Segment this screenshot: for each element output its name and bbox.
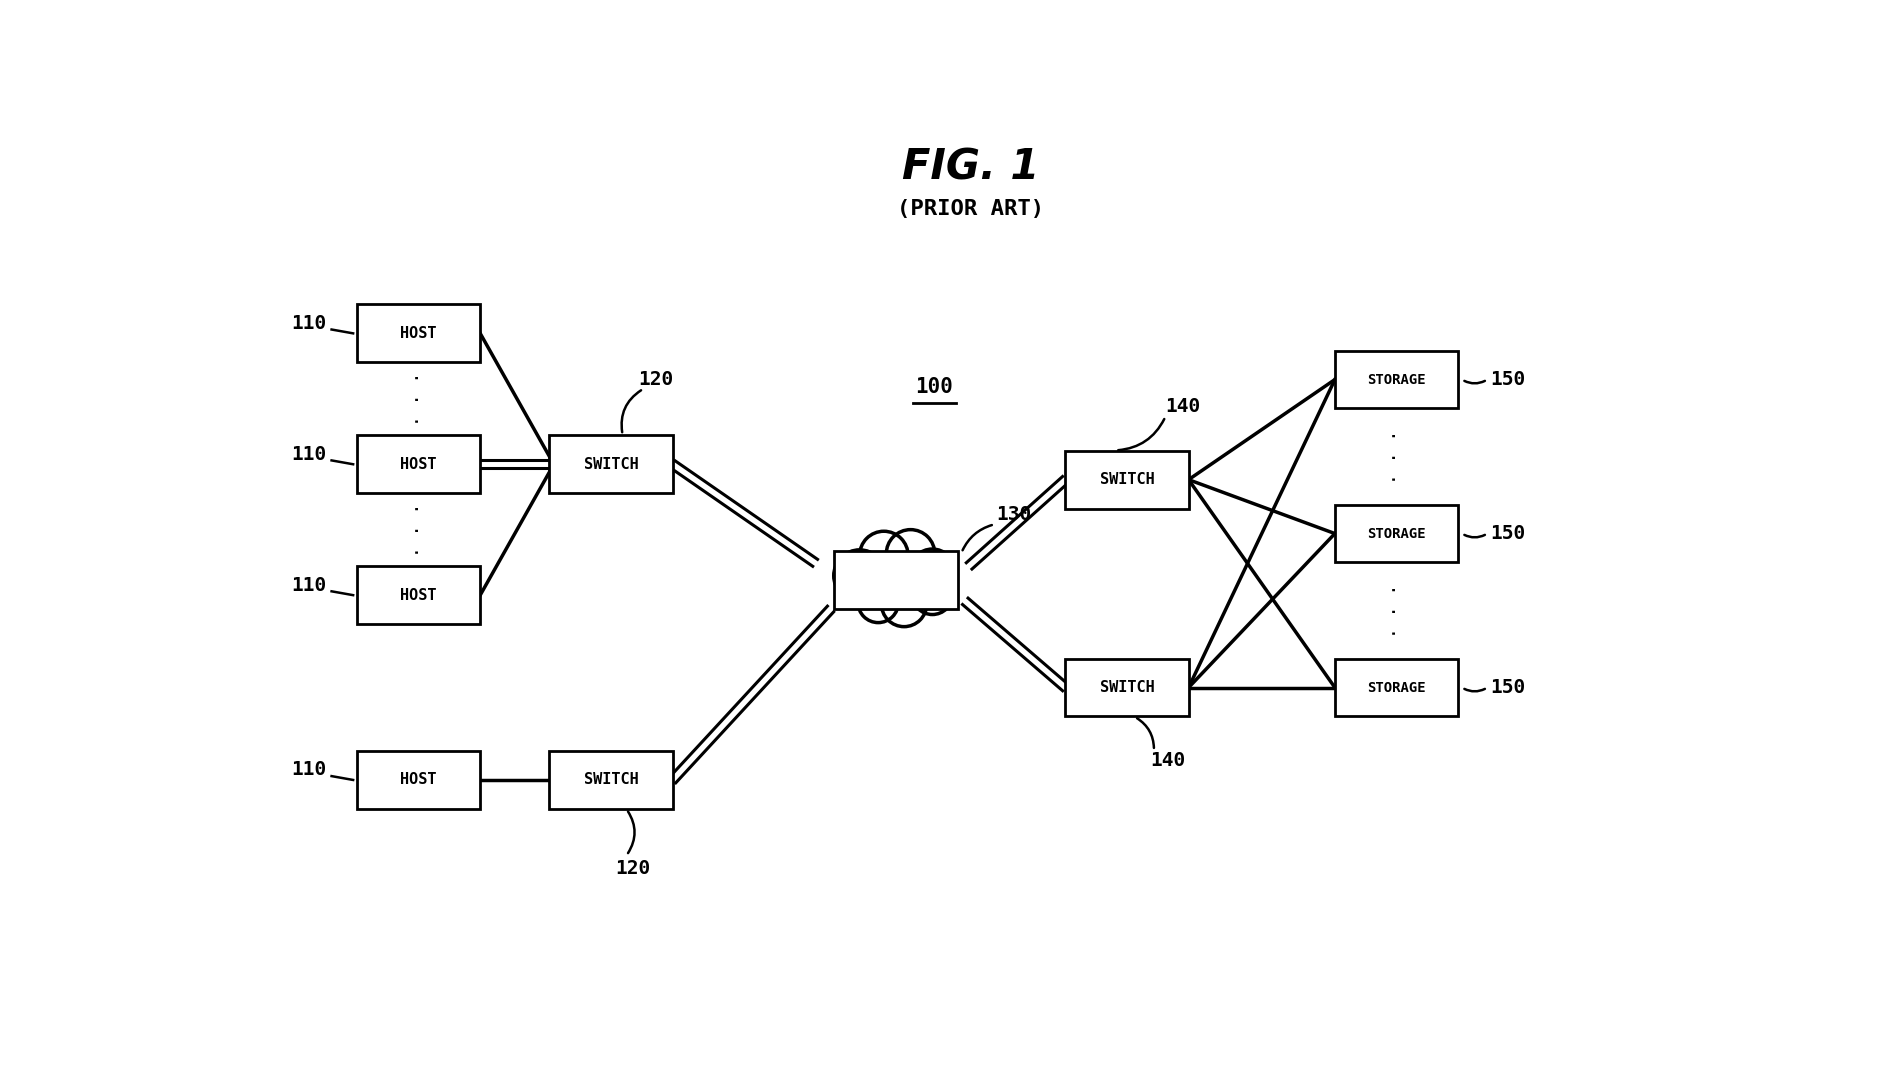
Circle shape bbox=[909, 549, 955, 594]
Text: SWITCH: SWITCH bbox=[1100, 473, 1153, 487]
Circle shape bbox=[858, 582, 898, 622]
Circle shape bbox=[881, 581, 926, 627]
Text: HOST: HOST bbox=[400, 326, 438, 340]
Text: SWITCH: SWITCH bbox=[1100, 680, 1153, 695]
Text: 150: 150 bbox=[1491, 370, 1527, 389]
FancyBboxPatch shape bbox=[356, 751, 481, 809]
Text: 120: 120 bbox=[616, 859, 650, 878]
FancyBboxPatch shape bbox=[356, 566, 481, 624]
FancyBboxPatch shape bbox=[549, 436, 672, 493]
Text: 150: 150 bbox=[1491, 524, 1527, 543]
Text: STORAGE: STORAGE bbox=[1367, 373, 1426, 387]
Circle shape bbox=[833, 550, 886, 602]
Text: HOST: HOST bbox=[400, 456, 438, 472]
Text: HOST: HOST bbox=[400, 588, 438, 603]
Circle shape bbox=[886, 530, 936, 578]
FancyBboxPatch shape bbox=[356, 305, 481, 362]
FancyBboxPatch shape bbox=[1066, 451, 1189, 508]
Text: STORAGE: STORAGE bbox=[1367, 681, 1426, 695]
Text: (PRIOR ART): (PRIOR ART) bbox=[898, 198, 1044, 219]
Text: 110: 110 bbox=[292, 761, 328, 779]
Text: 130: 130 bbox=[996, 505, 1032, 524]
Circle shape bbox=[913, 575, 953, 615]
Text: 110: 110 bbox=[292, 444, 328, 464]
Circle shape bbox=[866, 553, 922, 609]
FancyBboxPatch shape bbox=[356, 436, 481, 493]
Text: SWITCH: SWITCH bbox=[583, 773, 638, 787]
Text: SWITCH: SWITCH bbox=[583, 456, 638, 472]
Text: 110: 110 bbox=[292, 576, 328, 595]
Text: 100: 100 bbox=[915, 377, 953, 397]
Text: 150: 150 bbox=[1491, 679, 1527, 697]
FancyBboxPatch shape bbox=[1335, 351, 1458, 409]
Text: 140: 140 bbox=[1165, 397, 1201, 416]
Text: · · ·: · · · bbox=[1388, 583, 1405, 637]
Text: 110: 110 bbox=[292, 314, 328, 333]
FancyBboxPatch shape bbox=[1066, 659, 1189, 717]
Text: · · ·: · · · bbox=[409, 372, 428, 426]
Text: · · ·: · · · bbox=[409, 503, 428, 557]
Circle shape bbox=[860, 531, 907, 580]
Text: HOST: HOST bbox=[400, 773, 438, 787]
Text: 120: 120 bbox=[638, 370, 672, 389]
FancyBboxPatch shape bbox=[835, 551, 958, 608]
FancyBboxPatch shape bbox=[1335, 505, 1458, 563]
Text: · · ·: · · · bbox=[1388, 429, 1405, 483]
Circle shape bbox=[837, 570, 873, 606]
Text: STORAGE: STORAGE bbox=[1367, 527, 1426, 541]
FancyBboxPatch shape bbox=[549, 751, 672, 809]
Text: FIG. 1: FIG. 1 bbox=[902, 146, 1040, 189]
FancyBboxPatch shape bbox=[1335, 659, 1458, 717]
Text: 140: 140 bbox=[1150, 751, 1186, 771]
